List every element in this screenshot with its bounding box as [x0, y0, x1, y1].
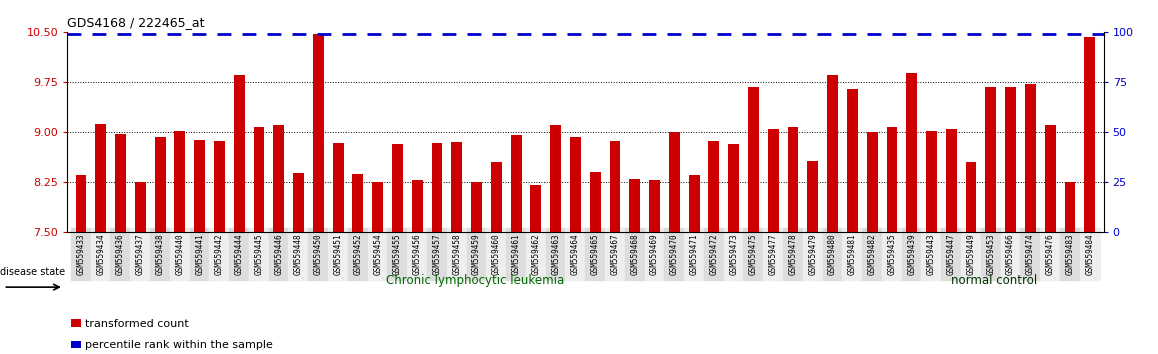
Bar [352, 174, 364, 232]
Bar [452, 142, 462, 232]
Bar [669, 132, 680, 232]
Bar [293, 173, 305, 232]
Bar [432, 143, 442, 232]
Bar [372, 182, 383, 232]
Bar [550, 125, 562, 232]
Bar [491, 162, 501, 232]
Bar [807, 160, 819, 232]
Text: GDS4168 / 222465_at: GDS4168 / 222465_at [67, 16, 205, 29]
Bar [1064, 182, 1076, 232]
Bar [214, 141, 225, 232]
Bar [254, 126, 264, 232]
Bar [650, 180, 660, 232]
Bar [907, 73, 917, 232]
Bar [155, 137, 166, 232]
Bar [768, 129, 778, 232]
Bar [1005, 87, 1016, 232]
Bar [787, 126, 799, 232]
Bar [412, 180, 423, 232]
Bar [846, 88, 858, 232]
Bar [728, 144, 739, 232]
Bar [313, 34, 324, 232]
Bar [689, 175, 699, 232]
Bar [72, 319, 81, 327]
Bar [827, 75, 838, 232]
Text: disease state: disease state [0, 267, 65, 277]
Bar [134, 182, 146, 232]
Bar [471, 182, 482, 232]
Bar [393, 144, 403, 232]
Text: transformed count: transformed count [86, 319, 189, 329]
Text: percentile rank within the sample: percentile rank within the sample [86, 340, 273, 350]
Bar [1025, 84, 1036, 232]
Bar [72, 341, 81, 348]
Bar [332, 143, 344, 232]
Bar [946, 129, 957, 232]
Bar [175, 131, 185, 232]
Bar [195, 140, 205, 232]
Bar [75, 175, 87, 232]
Bar [589, 172, 601, 232]
Text: Chronic lymphocytic leukemia: Chronic lymphocytic leukemia [386, 274, 564, 287]
Bar [630, 178, 640, 232]
Bar [866, 132, 878, 232]
Bar [95, 124, 107, 232]
Bar [887, 126, 897, 232]
Bar [926, 131, 937, 232]
Bar [966, 162, 976, 232]
Text: normal control: normal control [951, 274, 1038, 287]
Bar [115, 134, 126, 232]
Bar [234, 75, 244, 232]
Bar [1084, 37, 1095, 232]
Bar [1045, 125, 1056, 232]
Bar [511, 135, 521, 232]
Bar [609, 141, 621, 232]
Bar [570, 137, 581, 232]
Bar [530, 185, 541, 232]
Bar [273, 125, 284, 232]
Bar [709, 141, 719, 232]
Bar [748, 87, 758, 232]
Bar [985, 87, 996, 232]
